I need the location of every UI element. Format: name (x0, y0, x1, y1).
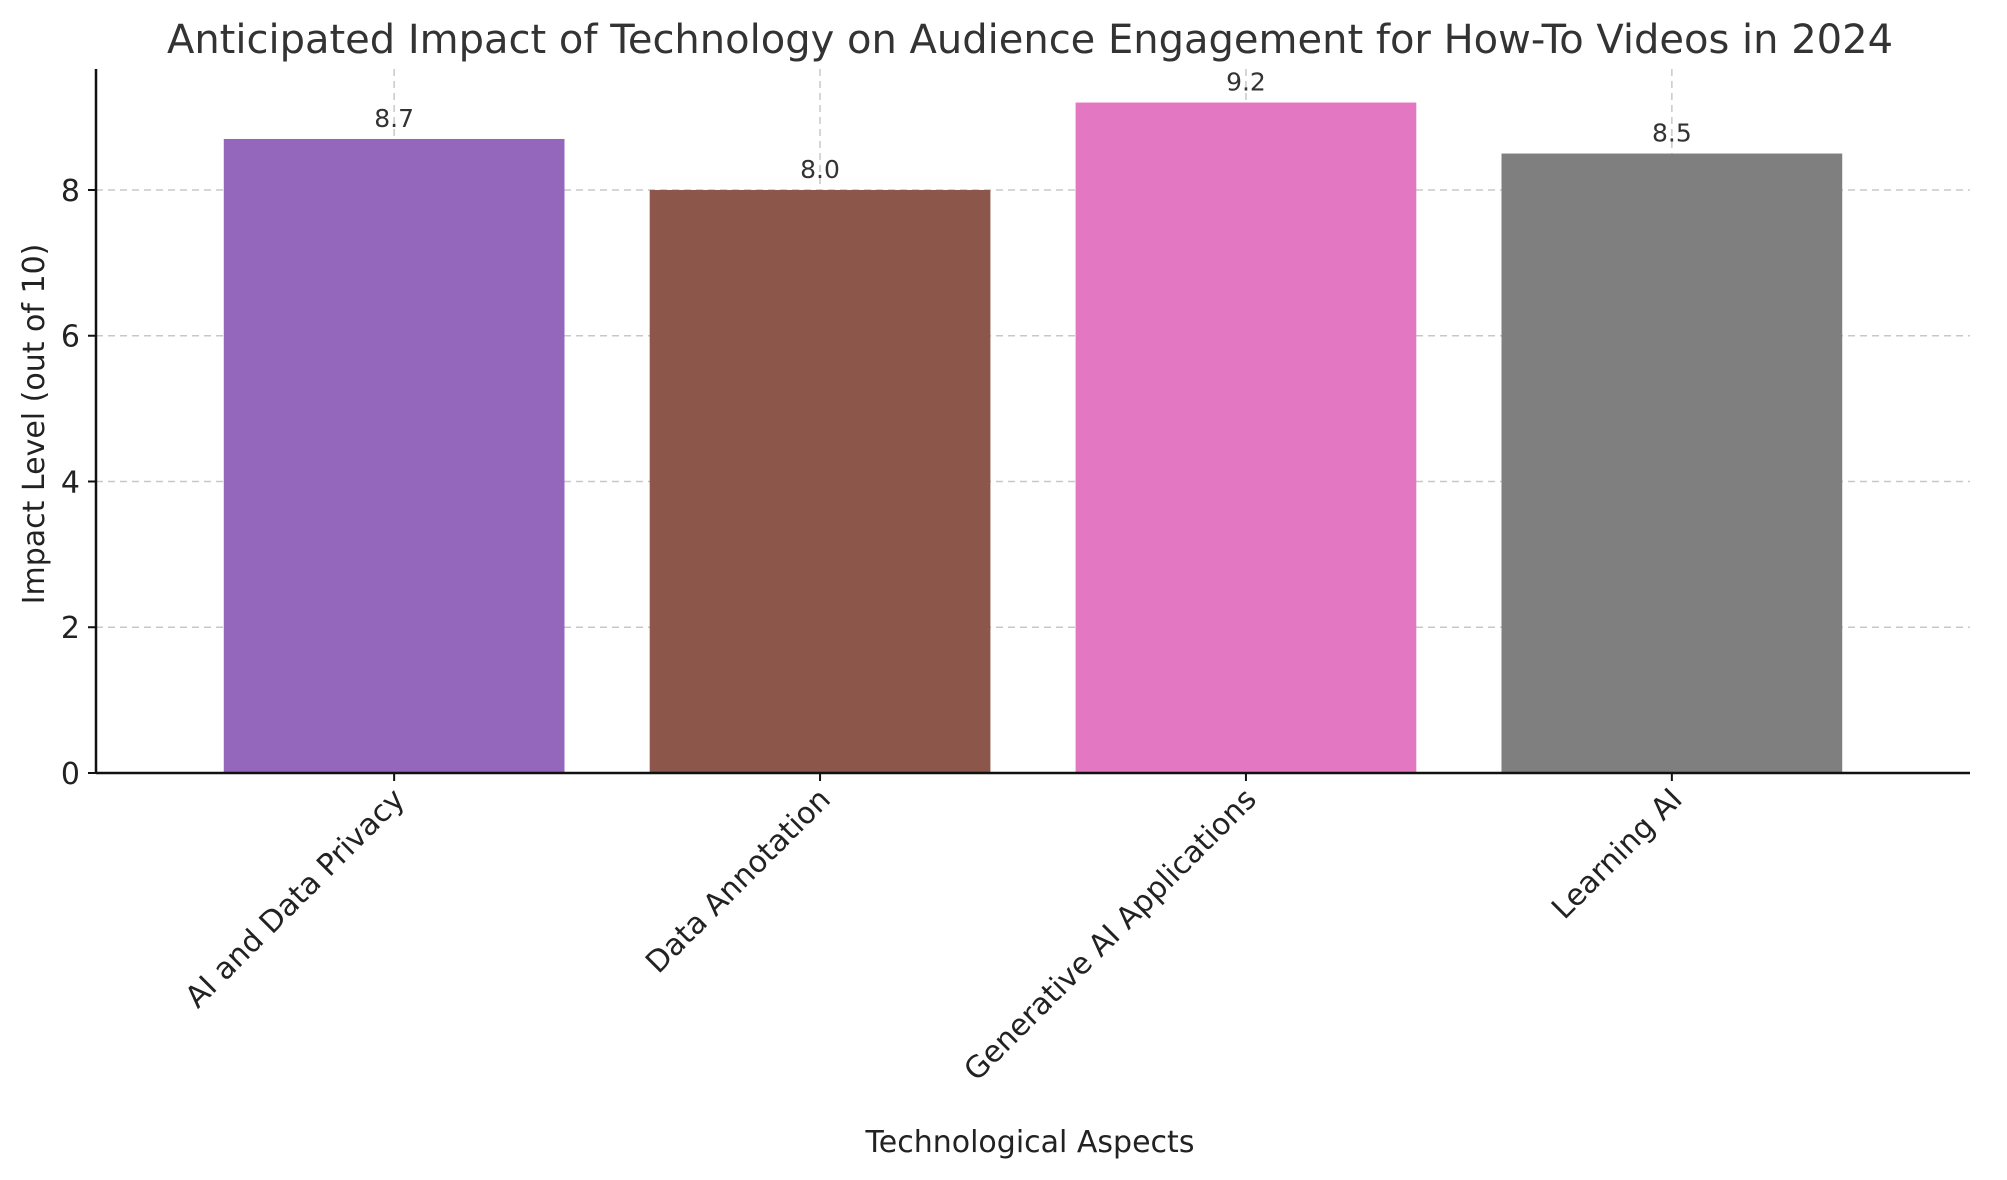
x-tick-label: Data Annotation (639, 782, 837, 980)
bar-value-label: 8.7 (374, 104, 414, 133)
bar-value-label: 8.5 (1652, 119, 1692, 148)
y-tick-label: 6 (61, 320, 80, 355)
y-tick-label: 4 (61, 465, 80, 500)
y-axis-title: Impact Level (out of 10) (17, 244, 52, 605)
bar (223, 138, 565, 773)
x-tick-label: Learning AI (1545, 782, 1689, 926)
x-tick-label: AI and Data Privacy (179, 782, 412, 1015)
chart-title: Anticipated Impact of Technology on Audi… (167, 17, 1893, 63)
y-tick-label: 8 (61, 174, 80, 209)
data-label-layer: 8.7 8.0 9.2 8.5 (374, 68, 1691, 184)
bar (1075, 102, 1417, 774)
bar (649, 189, 991, 773)
bar (1501, 153, 1843, 773)
y-tick-label: 0 (61, 757, 80, 792)
x-tick-label: Generative AI Applications (958, 782, 1264, 1088)
bar-value-label: 8.0 (800, 155, 840, 184)
bar-layer (223, 102, 1843, 774)
y-tick-label: 2 (61, 611, 80, 646)
bar-value-label: 9.2 (1226, 68, 1266, 97)
x-axis-title: Technological Aspects (865, 1125, 1195, 1160)
